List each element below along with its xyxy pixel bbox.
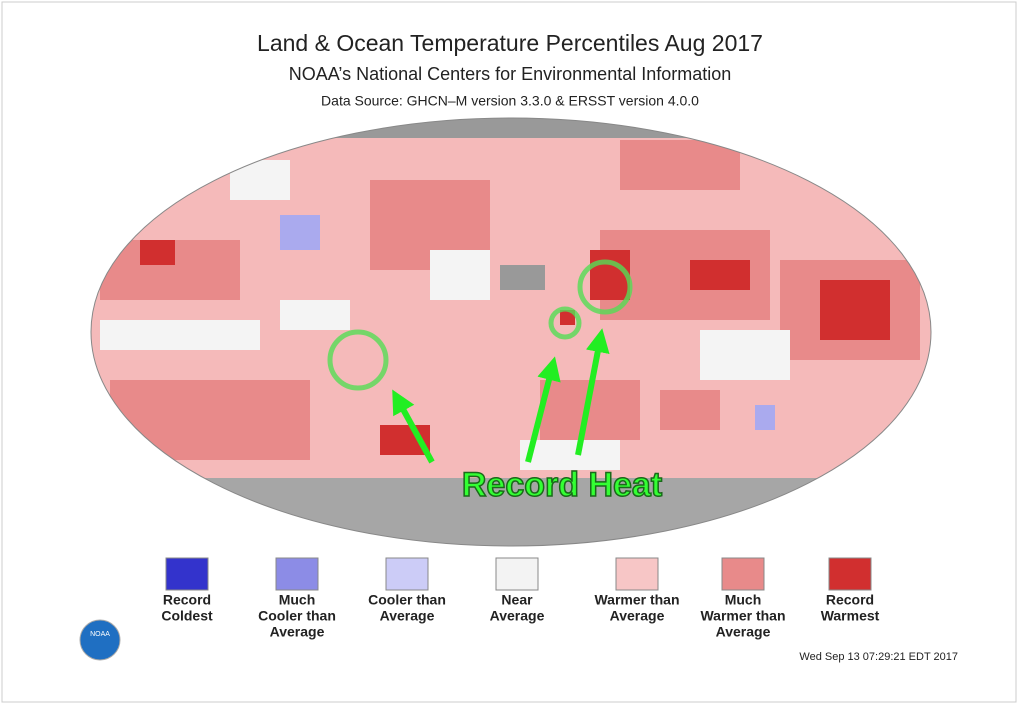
timestamp: Wed Sep 13 07:29:21 EDT 2017 [799, 651, 958, 663]
annotation: Record Heat [462, 466, 662, 504]
legend-swatch [385, 557, 429, 591]
title: Land & Ocean Temperature Percentiles Aug… [257, 30, 763, 56]
legend-swatch [615, 557, 659, 591]
legend-label: Much [279, 592, 316, 608]
legend-label: Warmest [821, 608, 880, 624]
legend-label: Much [725, 592, 762, 608]
legend-label: Record [826, 592, 874, 608]
legend-label: Cooler than [258, 608, 336, 624]
legend-label: Average [380, 608, 435, 624]
subtitle: NOAA’s National Centers for Environmenta… [289, 64, 732, 84]
legend-label: Coldest [161, 608, 213, 624]
legend-swatch [165, 557, 209, 591]
legend-label: Average [610, 608, 665, 624]
legend-label: Average [490, 608, 545, 624]
logo-text: NOAA [90, 631, 110, 638]
legend-label: Near [501, 592, 533, 608]
legend-label: Warmer than [700, 608, 785, 624]
record-warm-areas [140, 240, 890, 455]
logo [79, 619, 121, 661]
legend-label: Average [716, 624, 771, 640]
legend-swatch [828, 557, 872, 591]
legend-label: Record [163, 592, 211, 608]
legend-swatch [495, 557, 539, 591]
legend-label: Average [270, 624, 325, 640]
legend-swatch [275, 557, 319, 591]
source: Data Source: GHCN–M version 3.3.0 & ERSS… [321, 93, 699, 109]
legend-swatch [721, 557, 765, 591]
near-average-areas [100, 160, 790, 470]
legend-label: Cooler than [368, 592, 446, 608]
highlight-circles [327, 259, 633, 391]
sahara-no-data [500, 265, 545, 290]
legend-label: Warmer than [594, 592, 679, 608]
map-border [90, 117, 932, 547]
arrows [392, 328, 610, 464]
